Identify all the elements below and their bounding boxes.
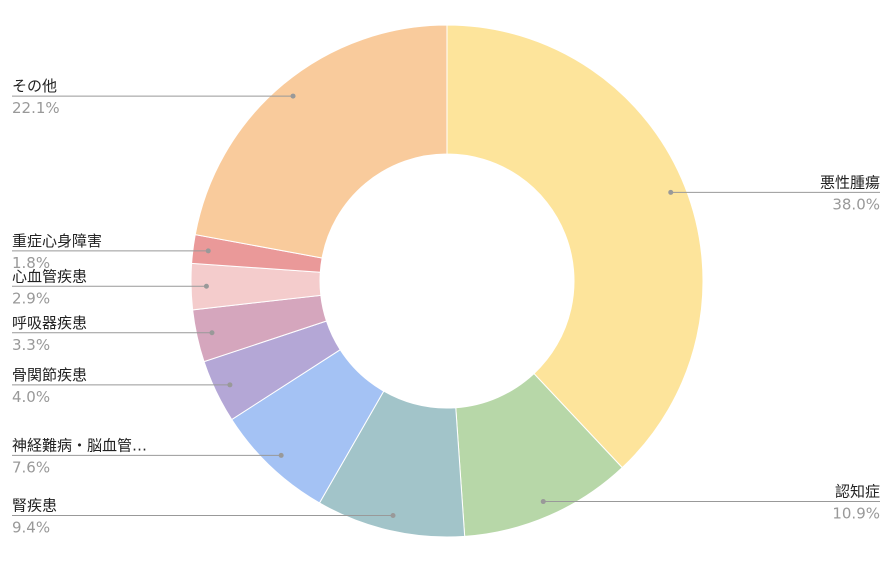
leader-dot [290, 93, 296, 99]
leader-dot [205, 248, 211, 254]
slice-label: その他 [12, 77, 57, 95]
slice-label: 腎疾患 [12, 497, 57, 515]
slice-label: 認知症 [835, 483, 880, 501]
value-label: 2.9% [12, 289, 50, 307]
value-label: 7.6% [12, 458, 50, 476]
slice-label: 心血管疾患 [12, 267, 87, 285]
donut-slice [446, 24, 704, 469]
value-label: 38.0% [832, 195, 880, 213]
value-label: 10.9% [832, 505, 880, 523]
slice-label: 呼吸器疾患 [12, 314, 87, 332]
value-label: 22.1% [12, 99, 60, 117]
slice-label: 骨関節疾患 [12, 366, 87, 384]
donut-slice [194, 24, 448, 259]
value-label: 3.3% [12, 336, 50, 354]
leader-dot [278, 452, 284, 458]
leader-dot [203, 283, 209, 289]
slice-label: 悪性腫瘍 [820, 173, 880, 191]
value-label: 9.4% [12, 519, 50, 537]
leader-dot [668, 189, 674, 195]
value-label: 4.0% [12, 388, 50, 406]
leader-dot [390, 513, 396, 519]
leader-dot [540, 499, 546, 505]
value-label: 1.8% [12, 254, 50, 272]
slice-label: 重症心身障害 [12, 232, 102, 250]
leader-dot [227, 382, 233, 388]
slice-label: 神経難病・脳血管… [12, 436, 147, 454]
leader-dot [209, 330, 215, 336]
